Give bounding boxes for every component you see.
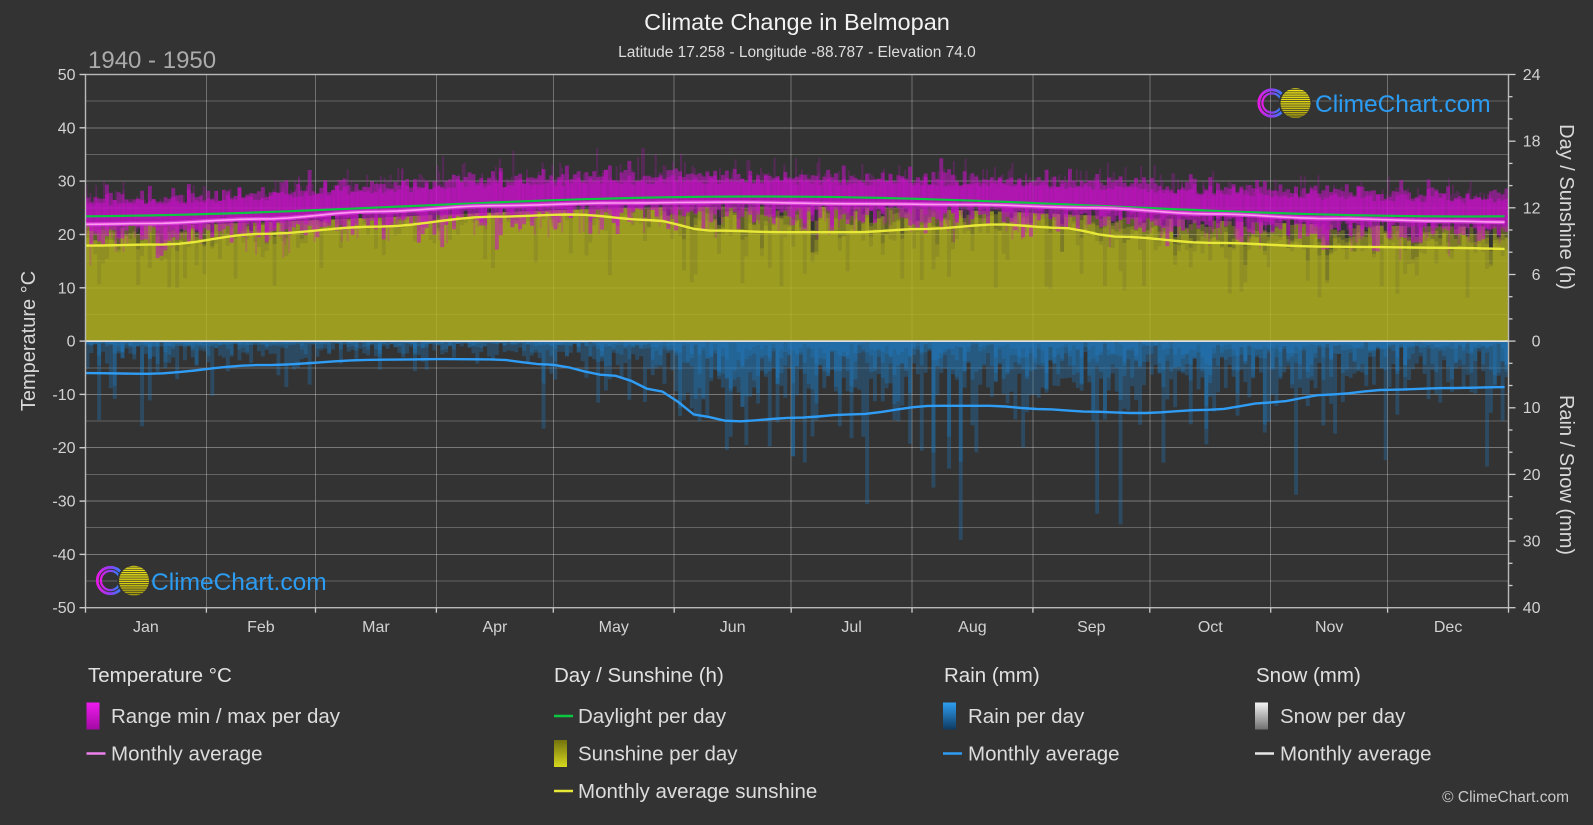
svg-text:Monthly average sunshine: Monthly average sunshine — [578, 780, 817, 803]
svg-text:18: 18 — [1523, 134, 1541, 151]
svg-text:10: 10 — [58, 280, 76, 297]
svg-text:ClimeChart.com: ClimeChart.com — [151, 569, 327, 596]
svg-text:Latitude 17.258 - Longitude -8: Latitude 17.258 - Longitude -88.787 - El… — [618, 44, 976, 61]
svg-text:© ClimeChart.com: © ClimeChart.com — [1442, 789, 1569, 806]
svg-text:-20: -20 — [52, 440, 75, 457]
svg-text:-40: -40 — [52, 547, 75, 564]
svg-text:Oct: Oct — [1198, 619, 1223, 636]
svg-text:50: 50 — [58, 67, 76, 84]
svg-text:30: 30 — [58, 174, 76, 191]
svg-text:6: 6 — [1532, 267, 1541, 284]
svg-text:Sep: Sep — [1077, 619, 1106, 636]
svg-text:0: 0 — [67, 334, 76, 351]
svg-text:-50: -50 — [52, 600, 75, 617]
svg-text:Aug: Aug — [958, 619, 986, 636]
svg-text:40: 40 — [58, 120, 76, 137]
svg-text:10: 10 — [1523, 400, 1541, 417]
svg-text:Day / Sunshine (h): Day / Sunshine (h) — [554, 664, 724, 687]
svg-text:24: 24 — [1523, 67, 1541, 84]
svg-text:Monthly average: Monthly average — [968, 743, 1120, 766]
svg-text:May: May — [599, 619, 629, 636]
svg-text:20: 20 — [58, 227, 76, 244]
svg-text:Monthly average: Monthly average — [1280, 743, 1432, 766]
svg-text:Day / Sunshine (h): Day / Sunshine (h) — [1555, 124, 1577, 290]
svg-text:Sunshine per day: Sunshine per day — [578, 743, 738, 766]
svg-text:Snow (mm): Snow (mm) — [1256, 664, 1361, 687]
svg-text:Jun: Jun — [720, 619, 746, 636]
svg-text:Snow per day: Snow per day — [1280, 705, 1406, 728]
svg-text:Climate Change in Belmopan: Climate Change in Belmopan — [644, 9, 950, 35]
svg-text:1940 - 1950: 1940 - 1950 — [88, 47, 216, 74]
svg-text:Rain per day: Rain per day — [968, 705, 1085, 728]
svg-text:Apr: Apr — [482, 619, 508, 636]
svg-text:Mar: Mar — [362, 619, 390, 636]
svg-text:40: 40 — [1523, 600, 1541, 617]
svg-text:-30: -30 — [52, 494, 75, 511]
svg-text:Rain (mm): Rain (mm) — [944, 664, 1040, 687]
svg-text:Temperature °C: Temperature °C — [88, 664, 232, 687]
svg-text:20: 20 — [1523, 467, 1541, 484]
svg-text:Jan: Jan — [133, 619, 159, 636]
svg-text:-10: -10 — [52, 387, 75, 404]
svg-text:Feb: Feb — [247, 619, 275, 636]
svg-text:Rain / Snow (mm): Rain / Snow (mm) — [1555, 395, 1577, 555]
svg-text:12: 12 — [1523, 200, 1541, 217]
svg-text:30: 30 — [1523, 534, 1541, 551]
svg-text:Jul: Jul — [841, 619, 861, 636]
svg-text:Dec: Dec — [1434, 619, 1462, 636]
svg-text:0: 0 — [1532, 334, 1541, 351]
svg-text:Nov: Nov — [1315, 619, 1343, 636]
svg-text:Range min / max per day: Range min / max per day — [111, 705, 341, 728]
svg-text:ClimeChart.com: ClimeChart.com — [1315, 91, 1491, 118]
svg-text:Temperature °C: Temperature °C — [18, 271, 40, 411]
svg-text:Daylight per day: Daylight per day — [578, 705, 727, 728]
svg-text:Monthly average: Monthly average — [111, 743, 263, 766]
